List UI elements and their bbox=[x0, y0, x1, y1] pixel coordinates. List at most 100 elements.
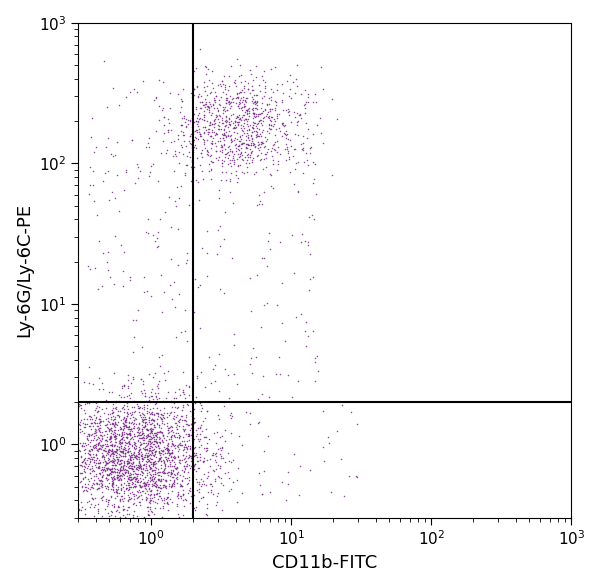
Point bbox=[199, 469, 208, 478]
Point bbox=[199, 492, 208, 502]
Point bbox=[293, 109, 302, 118]
Point bbox=[292, 121, 302, 130]
Point bbox=[228, 153, 238, 163]
Point bbox=[216, 82, 226, 91]
Point bbox=[158, 504, 168, 513]
Point bbox=[115, 442, 124, 451]
Point bbox=[173, 464, 182, 473]
Point bbox=[203, 147, 213, 156]
Point bbox=[164, 450, 173, 460]
Point bbox=[114, 469, 124, 478]
Point bbox=[125, 430, 134, 440]
Point bbox=[263, 144, 273, 154]
Point bbox=[188, 437, 197, 446]
Point bbox=[151, 477, 161, 486]
Point bbox=[199, 479, 209, 488]
Point bbox=[189, 419, 199, 428]
Point bbox=[248, 140, 257, 149]
Point bbox=[91, 494, 100, 503]
Point bbox=[266, 170, 275, 179]
Point bbox=[301, 108, 310, 117]
Point bbox=[97, 434, 107, 443]
Point bbox=[145, 445, 155, 454]
Point bbox=[138, 436, 148, 445]
Point bbox=[173, 451, 182, 461]
Point bbox=[137, 451, 147, 461]
Point bbox=[162, 468, 172, 478]
Point bbox=[112, 397, 121, 407]
Point bbox=[113, 485, 122, 495]
Point bbox=[217, 446, 226, 455]
Point bbox=[139, 434, 149, 443]
Point bbox=[106, 469, 116, 478]
Point bbox=[104, 417, 114, 427]
Point bbox=[294, 110, 304, 120]
Point bbox=[131, 460, 141, 470]
Point bbox=[106, 466, 115, 475]
Point bbox=[121, 421, 131, 430]
Point bbox=[287, 230, 296, 239]
Point bbox=[169, 398, 178, 407]
Point bbox=[206, 480, 216, 489]
Point bbox=[224, 393, 233, 403]
Point bbox=[254, 116, 263, 126]
Point bbox=[121, 429, 130, 438]
Point bbox=[112, 444, 122, 454]
Point bbox=[248, 123, 258, 133]
Point bbox=[121, 166, 131, 175]
Point bbox=[149, 465, 159, 474]
Point bbox=[141, 438, 151, 447]
Point bbox=[288, 77, 298, 86]
Point bbox=[124, 381, 133, 390]
Point bbox=[167, 473, 177, 482]
Point bbox=[128, 489, 137, 498]
Point bbox=[210, 97, 220, 107]
Point bbox=[130, 481, 140, 490]
Point bbox=[122, 447, 131, 457]
Point bbox=[180, 474, 190, 483]
Point bbox=[272, 79, 281, 89]
Point bbox=[88, 465, 97, 475]
Point bbox=[193, 371, 202, 380]
Point bbox=[122, 92, 131, 102]
Point bbox=[84, 431, 94, 440]
Point bbox=[206, 143, 216, 152]
Point bbox=[259, 92, 268, 101]
Point bbox=[254, 116, 264, 126]
Point bbox=[109, 473, 118, 482]
Point bbox=[116, 441, 126, 451]
Point bbox=[86, 435, 96, 444]
Point bbox=[115, 439, 125, 448]
Point bbox=[152, 432, 161, 441]
Point bbox=[103, 450, 113, 459]
Point bbox=[305, 249, 315, 259]
Point bbox=[152, 415, 162, 424]
Point bbox=[77, 461, 87, 470]
Point bbox=[139, 477, 149, 486]
Point bbox=[85, 264, 95, 274]
Point bbox=[172, 423, 181, 432]
Point bbox=[298, 168, 308, 178]
Point bbox=[118, 404, 127, 413]
Point bbox=[119, 489, 129, 498]
Point bbox=[154, 440, 163, 450]
Point bbox=[110, 419, 119, 428]
Point bbox=[125, 475, 135, 484]
Point bbox=[254, 417, 264, 427]
Point bbox=[161, 149, 170, 158]
Point bbox=[344, 471, 354, 480]
Point bbox=[197, 97, 206, 107]
Point bbox=[142, 431, 151, 441]
Point bbox=[129, 472, 139, 481]
Point bbox=[75, 460, 85, 470]
Point bbox=[235, 113, 245, 123]
Point bbox=[89, 479, 99, 488]
Point bbox=[332, 426, 342, 436]
Point bbox=[179, 130, 189, 140]
Point bbox=[217, 505, 226, 515]
Point bbox=[115, 422, 124, 431]
Point bbox=[143, 448, 152, 457]
Point bbox=[122, 429, 132, 438]
Point bbox=[227, 155, 237, 164]
Point bbox=[122, 456, 132, 465]
